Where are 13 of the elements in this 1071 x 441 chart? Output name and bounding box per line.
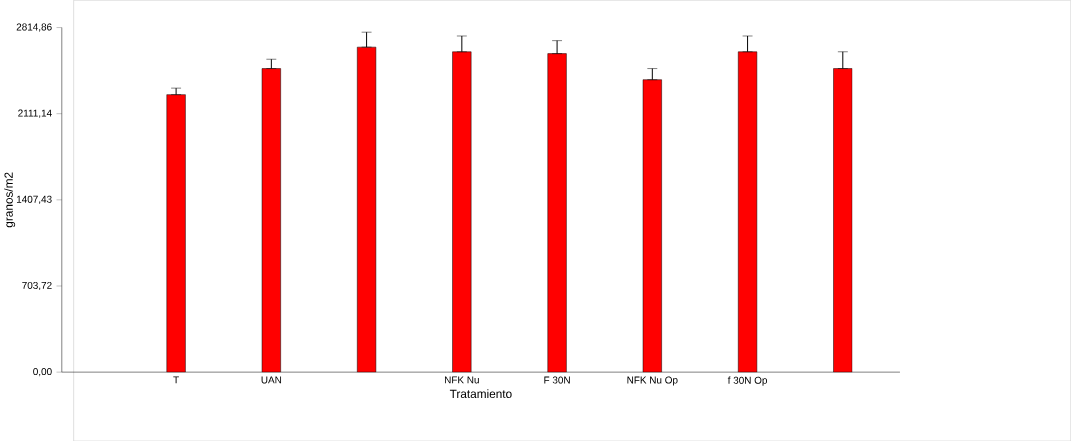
x-tick-label: T [173, 376, 179, 384]
y-axis-title: granos/m2 [4, 172, 16, 228]
y-tick-label: 2814,86 [16, 23, 52, 32]
x-tick-label: NFK Nu [444, 376, 479, 384]
y-tick-label: 0,00 [33, 367, 52, 377]
y-tick-label: 1407,43 [16, 195, 52, 204]
x-tick-label: F 30N [544, 376, 570, 384]
x-tick-label: NFK Nu Op [627, 376, 678, 386]
x-tick-label: f 30N Op [727, 376, 768, 386]
x-axis-title: Tratamiento [449, 389, 512, 398]
x-tick-label: UAN [261, 376, 282, 384]
y-tick-label: 2111,14 [18, 109, 52, 118]
y-tick-label: 703,72 [22, 281, 52, 290]
